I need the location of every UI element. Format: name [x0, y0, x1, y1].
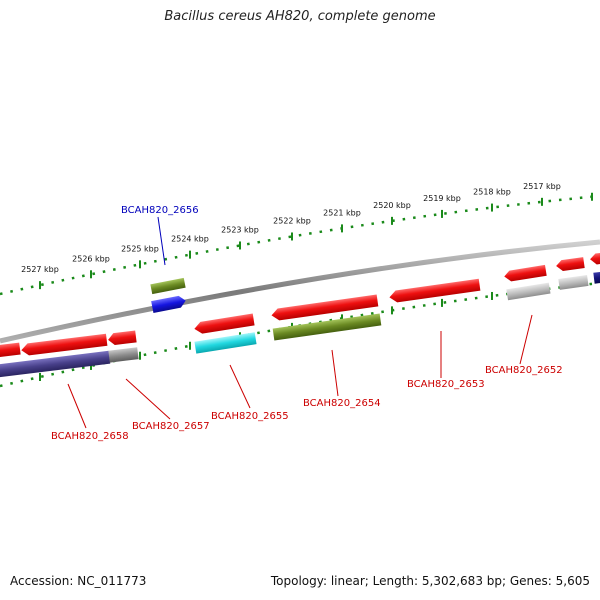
inner-genes	[0, 278, 481, 379]
scale-label: 2525 kbp	[121, 244, 159, 253]
gene-2658-red	[21, 333, 108, 356]
scale-label: 2526 kbp	[72, 254, 110, 263]
leader-2658	[67, 383, 87, 429]
leader-2656	[157, 216, 166, 266]
scale-label: 2524 kbp	[171, 235, 209, 244]
gene-label-2655: BCAH820_2655	[211, 411, 289, 422]
gene-2656-olive	[150, 277, 186, 295]
outer-genes	[150, 251, 600, 313]
outer-scale: 2527 kbp 2526 kbp 2525 kbp 2524 kbp 2523 kbp…	[0, 182, 600, 296]
gene-right-gray-1	[506, 282, 551, 301]
gene-labels: BCAH820_2656 BCAH820_2658 BCAH820_2657 B…	[51, 205, 563, 442]
leader-2652	[519, 314, 533, 365]
gene-left-red	[0, 342, 21, 358]
scale-label: 2527 kbp	[21, 265, 59, 274]
gene-right-gray-2	[558, 274, 589, 290]
leader-2657	[125, 378, 171, 420]
gene-right-red-1	[504, 264, 547, 282]
scale-labels: 2527 kbp 2526 kbp 2525 kbp 2524 kbp 2523 kbp…	[21, 182, 561, 274]
gene-right-red-3	[590, 251, 600, 265]
gene-label-2658: BCAH820_2658	[51, 431, 129, 442]
gene-2655-cyan	[194, 332, 257, 354]
gene-2657-red	[108, 330, 137, 346]
label-leaders	[67, 216, 533, 429]
scale-label: 2522 kbp	[273, 216, 311, 225]
scale-label: 2523 kbp	[221, 225, 259, 234]
gene-2657-gray	[108, 347, 139, 363]
genome-backbone	[0, 239, 600, 344]
gene-right-navy	[593, 271, 600, 284]
gene-2656-blue	[151, 295, 186, 313]
gene-2654-red	[271, 294, 379, 321]
outer-scale-dots	[0, 194, 600, 296]
gene-2658-navy	[0, 350, 111, 379]
scale-label: 2519 kbp	[423, 194, 461, 203]
gene-2654-olive	[272, 313, 382, 341]
scale-label: 2518 kbp	[473, 188, 511, 197]
map-title: Bacillus cereus AH820, complete genome	[164, 9, 436, 24]
genome-summary-text: Topology: linear; Length: 5,302,683 bp; …	[270, 574, 590, 588]
gene-right-red-2	[556, 257, 585, 272]
gene-2653-red	[389, 278, 481, 303]
scale-label: 2521 kbp	[323, 208, 361, 217]
gene-2655-red	[194, 313, 255, 334]
scale-label: 2517 kbp	[523, 182, 561, 191]
gene-label-2656: BCAH820_2656	[121, 205, 199, 216]
leader-2654	[331, 349, 339, 397]
gene-label-2657: BCAH820_2657	[132, 421, 210, 432]
accession-text: Accession: NC_011773	[10, 574, 147, 588]
outer-scale-ticks	[39, 192, 593, 290]
scale-label: 2520 kbp	[373, 201, 411, 210]
gene-label-2654: BCAH820_2654	[303, 398, 381, 409]
leader-2655	[229, 364, 251, 409]
gene-label-2652: BCAH820_2652	[485, 365, 563, 376]
gene-label-2653: BCAH820_2653	[407, 379, 485, 390]
